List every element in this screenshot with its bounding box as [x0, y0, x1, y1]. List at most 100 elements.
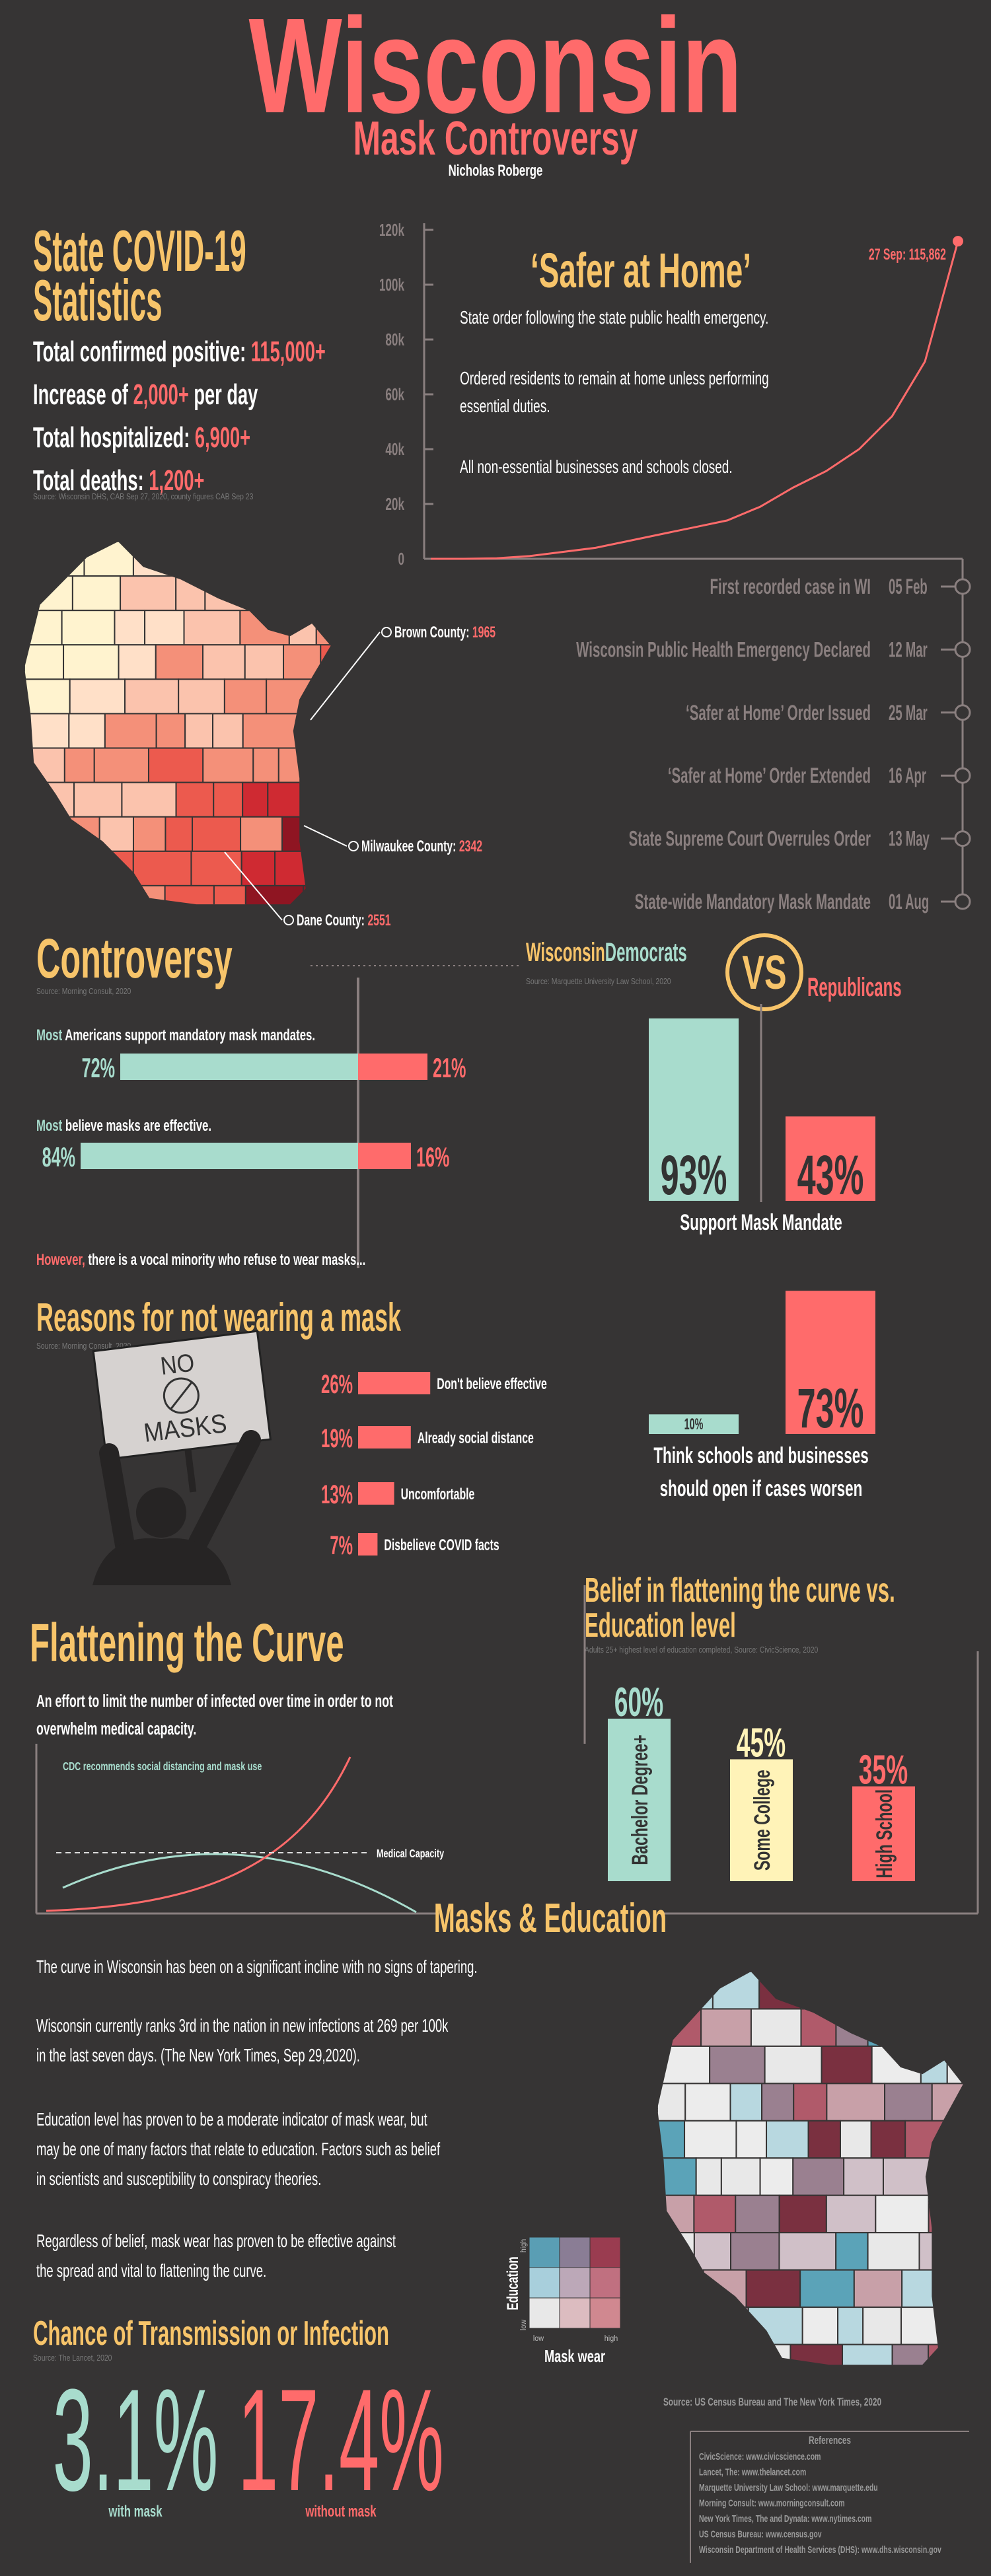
bar	[358, 1482, 394, 1505]
bar	[649, 1414, 739, 1434]
legend-swatch	[529, 2236, 560, 2268]
text-span: 6,900+	[195, 421, 250, 453]
timeline-date: 01 Aug	[889, 890, 929, 914]
county	[730, 2232, 780, 2271]
county	[843, 2157, 884, 2196]
county	[695, 2157, 722, 2196]
value-label: 60%	[614, 1679, 663, 1725]
timeline-event: ‘Safer at Home’ Order Extended	[668, 764, 871, 788]
county	[132, 850, 192, 886]
timeline-date: 16 Apr	[889, 764, 926, 788]
county	[792, 2157, 845, 2196]
bar	[358, 1372, 431, 1394]
timeline-date: 13 May	[889, 826, 930, 851]
text-span: 1965	[472, 624, 495, 641]
text-span: Brown County:	[394, 624, 472, 641]
callout-dot	[381, 627, 392, 637]
paragraph: Education level has proven to be a moder…	[36, 2110, 427, 2130]
county	[745, 2269, 801, 2308]
county	[212, 713, 244, 749]
source: Adults 25+ highest level of education co…	[585, 1645, 819, 1655]
county	[891, 2343, 930, 2365]
section-title: ‘Safer at Home’	[531, 244, 751, 299]
callout-dot	[283, 915, 294, 925]
paragraph: Ordered residents to remain at home unle…	[460, 368, 769, 389]
y-tick-label: 60k	[385, 384, 404, 404]
county	[242, 781, 269, 818]
section-title: Belief in flattening the curve vs.	[585, 1571, 895, 1610]
county	[729, 2083, 763, 2122]
county	[104, 713, 157, 749]
sign-icon	[170, 1381, 193, 1410]
end-point	[953, 236, 963, 247]
timeline-event: State-wide Mandatory Mask Mandate	[635, 890, 871, 913]
county	[202, 644, 246, 680]
bar	[786, 1291, 875, 1434]
text-span: there is a vocal minority who refuse to …	[85, 1251, 366, 1269]
source: Source: US Census Bureau and The New Yor…	[663, 2396, 881, 2409]
timeline-event: State Supreme Court Overrules Order	[629, 827, 871, 851]
timeline-date: 25 Mar	[889, 700, 928, 725]
legend-axis-label: Mask wear	[544, 2347, 605, 2366]
value-label: 84%	[42, 1143, 75, 1173]
text-span: Most	[36, 1117, 62, 1135]
timeline-dot	[954, 893, 971, 910]
county	[693, 2232, 732, 2271]
section-title: Chance of Transmission or Infection	[33, 2314, 389, 2353]
category-label: Disbelieve COVID facts	[384, 1537, 499, 1554]
category-label: Don't believe effective	[437, 1376, 547, 1393]
county	[192, 816, 242, 852]
county	[114, 610, 146, 646]
value-label: 43%	[797, 1144, 864, 1207]
county	[720, 2157, 761, 2196]
value-label: 72%	[82, 1054, 115, 1084]
value-label: 16%	[416, 1143, 449, 1173]
timeline-dot	[954, 704, 971, 721]
paragraph: Wisconsin currently ranks 3rd in the nat…	[36, 2016, 449, 2036]
county	[24, 644, 65, 680]
legend-entry: WisconsinDemocrats	[526, 937, 687, 967]
county	[147, 747, 204, 783]
county	[867, 2232, 920, 2271]
text-span: per day	[189, 378, 258, 410]
arm	[188, 1430, 261, 1552]
legend-tick: low	[520, 2319, 529, 2330]
county	[73, 781, 123, 818]
county	[761, 2083, 795, 2122]
text-span: 2,000+	[133, 378, 189, 410]
callout-label: Milwaukee County: 2342	[361, 838, 482, 855]
county	[184, 713, 214, 749]
end-label: 27 Sep: 115,862	[869, 246, 946, 264]
value-label: 93%	[661, 1144, 727, 1207]
timeline-date: 12 Mar	[889, 637, 928, 662]
section-title: Education level	[585, 1606, 736, 1645]
county	[807, 2120, 842, 2159]
big-figure: 17.4%	[238, 2359, 444, 2521]
bar	[358, 1054, 427, 1080]
y-tick-label: 40k	[385, 439, 404, 459]
text-span: However,	[36, 1251, 85, 1269]
finding-text: Most believe masks are effective.	[36, 1117, 211, 1135]
bar	[358, 1533, 378, 1556]
bar	[649, 1018, 739, 1201]
y-tick-label: 100k	[379, 275, 405, 295]
county	[121, 781, 177, 818]
callout-label: Dane County: 2551	[297, 912, 391, 929]
county	[244, 644, 285, 680]
text-span: Increase of	[33, 378, 133, 410]
cases-line	[431, 240, 959, 560]
value-label: 73%	[797, 1377, 864, 1440]
vs-badge	[725, 933, 803, 1011]
county	[68, 713, 106, 749]
text-span: Dane County:	[297, 912, 367, 929]
figure-label: without mask	[305, 2503, 377, 2521]
county	[764, 2045, 823, 2085]
county	[183, 610, 241, 646]
paragraph: All non-essential businesses and schools…	[460, 456, 733, 478]
paragraph: in scientists and susceptibility to cons…	[36, 2169, 321, 2190]
callout-dot	[348, 841, 359, 851]
county	[842, 2343, 893, 2365]
section-title: Reasons for not wearing a mask	[36, 1296, 401, 1340]
reference: US Census Bureau: www.census.gov	[699, 2528, 822, 2540]
